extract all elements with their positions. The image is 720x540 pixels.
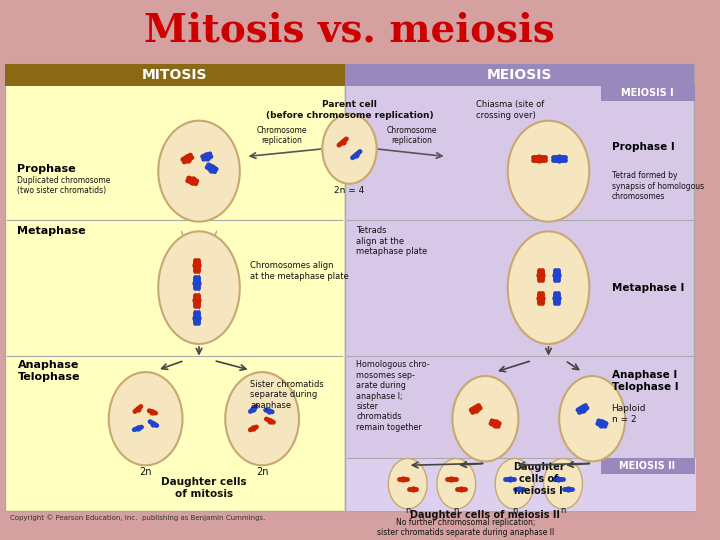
Ellipse shape: [388, 458, 427, 509]
Text: Mitosis vs. meiosis: Mitosis vs. meiosis: [144, 11, 555, 49]
Ellipse shape: [323, 114, 377, 184]
FancyBboxPatch shape: [345, 64, 694, 86]
Text: MEIOSIS I: MEIOSIS I: [621, 89, 674, 98]
Ellipse shape: [508, 231, 589, 344]
Ellipse shape: [559, 376, 625, 461]
Text: MEIOSIS II: MEIOSIS II: [619, 461, 675, 471]
Text: 2n: 2n: [256, 467, 269, 477]
Text: Tetrad formed by
synapsis of homologous
chromosomes: Tetrad formed by synapsis of homologous …: [611, 171, 703, 201]
Text: Homologous chro-
mosomes sep-
arate during
anaphase I;
sister
chromatids
remain : Homologous chro- mosomes sep- arate duri…: [356, 361, 430, 432]
Ellipse shape: [158, 231, 240, 344]
Ellipse shape: [544, 458, 582, 509]
Text: n: n: [560, 506, 566, 515]
Text: Copyright © Pearson Education, Inc.  publishing as Benjamin Cummings.: Copyright © Pearson Education, Inc. publ…: [9, 514, 265, 521]
Text: Prophase: Prophase: [17, 164, 76, 174]
Text: Chromosome
replication: Chromosome replication: [256, 125, 307, 145]
Text: Parent cell
(before chromosome replication): Parent cell (before chromosome replicati…: [266, 100, 433, 120]
Text: 2n: 2n: [140, 467, 152, 477]
Ellipse shape: [452, 376, 518, 461]
Text: MEIOSIS: MEIOSIS: [487, 68, 552, 82]
Text: Daughter
cells of
meiosis I: Daughter cells of meiosis I: [513, 462, 564, 496]
Text: Anaphase
Telophase: Anaphase Telophase: [17, 361, 80, 382]
FancyBboxPatch shape: [5, 64, 345, 511]
Text: 2n = 4: 2n = 4: [334, 186, 364, 195]
Text: Metaphase I: Metaphase I: [611, 282, 684, 293]
Text: n: n: [405, 506, 410, 515]
FancyBboxPatch shape: [5, 64, 345, 86]
Ellipse shape: [225, 372, 299, 465]
Ellipse shape: [158, 120, 240, 221]
Ellipse shape: [495, 458, 534, 509]
Text: Chromosome
replication: Chromosome replication: [387, 125, 437, 145]
FancyBboxPatch shape: [601, 457, 695, 474]
Text: Daughter cells of meiosis II: Daughter cells of meiosis II: [410, 510, 560, 520]
Text: Tetrads
align at the
metaphase plate: Tetrads align at the metaphase plate: [356, 226, 428, 256]
Ellipse shape: [508, 120, 589, 221]
Text: Haploid
n = 2: Haploid n = 2: [611, 404, 646, 423]
Text: n: n: [454, 506, 459, 515]
Text: Duplicated chromosome
(two sister chromatids): Duplicated chromosome (two sister chroma…: [17, 176, 111, 195]
Text: Anaphase I
Telophase I: Anaphase I Telophase I: [611, 370, 678, 392]
Text: n: n: [512, 506, 517, 515]
FancyBboxPatch shape: [346, 457, 696, 511]
Text: Chromosomes align
at the metaphase plate: Chromosomes align at the metaphase plate: [251, 261, 349, 281]
Text: Metaphase: Metaphase: [17, 226, 86, 237]
Text: Sister chromatids
separate during
anaphase: Sister chromatids separate during anapha…: [251, 380, 324, 410]
FancyBboxPatch shape: [601, 85, 695, 102]
Text: MITOSIS: MITOSIS: [142, 68, 207, 82]
Text: No further chromosomal replication;
sister chromatids separate during anaphase I: No further chromosomal replication; sist…: [377, 518, 554, 537]
Ellipse shape: [437, 458, 476, 509]
Ellipse shape: [109, 372, 182, 465]
Text: Chiasma (site of
crossing over): Chiasma (site of crossing over): [476, 100, 544, 120]
Text: Prophase I: Prophase I: [611, 142, 675, 152]
FancyBboxPatch shape: [345, 64, 694, 511]
Text: Daughter cells
of mitosis: Daughter cells of mitosis: [161, 477, 247, 498]
